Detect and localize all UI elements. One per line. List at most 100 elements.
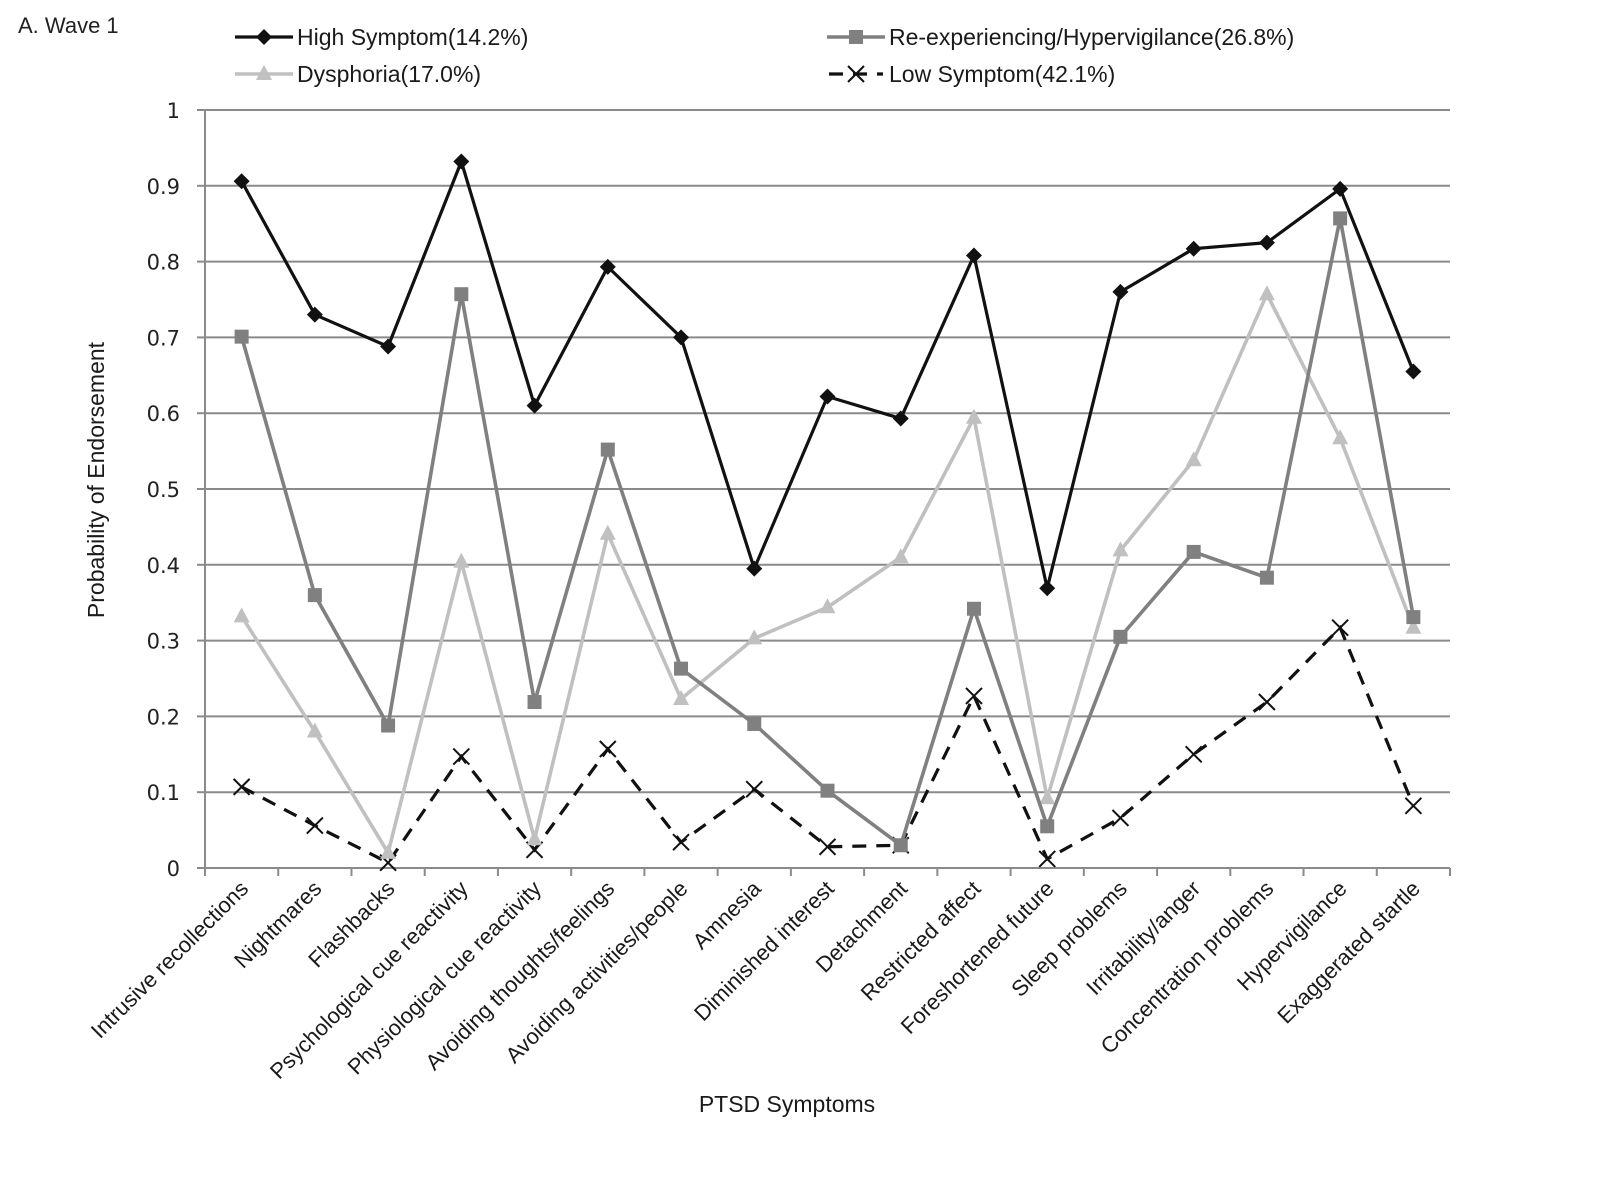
data-point-x-stroke <box>452 747 471 766</box>
data-point-x <box>599 740 617 758</box>
data-point-square <box>527 694 542 709</box>
legend-item: Low Symptom(42.1%) <box>829 61 1115 87</box>
data-point-square <box>747 716 762 731</box>
data-point-square <box>600 442 615 457</box>
series-x <box>232 619 1423 872</box>
data-point-x <box>1038 850 1056 868</box>
data-point-x <box>672 833 690 851</box>
series-square <box>234 211 1421 853</box>
series-line <box>240 289 1416 858</box>
y-axis-title: Probability of Endorsement <box>83 341 109 618</box>
data-point-triangle <box>380 843 397 859</box>
y-tick-label: 0.4 <box>147 554 180 578</box>
data-point-diamond <box>1185 240 1202 257</box>
data-point-triangle <box>1039 789 1056 805</box>
data-point-triangle <box>453 552 470 568</box>
data-point-triangle <box>1258 285 1275 301</box>
x-tick-label: Exaggerated startle <box>1272 876 1425 1029</box>
axes <box>197 109 1451 876</box>
data-point-triangle <box>819 598 836 614</box>
data-point-x <box>1184 745 1203 764</box>
legend: High Symptom(14.2%) Re-experiencing/Hyper… <box>235 24 1294 87</box>
data-point-x-stroke <box>306 816 324 835</box>
data-point-x <box>232 778 251 796</box>
data-point-diamond <box>1112 283 1129 300</box>
data-point-triangle <box>1185 451 1202 467</box>
data-point-square <box>1113 629 1128 644</box>
data-point-square <box>893 838 908 853</box>
data-point-square <box>849 30 863 44</box>
data-point-square <box>1406 610 1421 625</box>
data-point-x-stroke <box>1404 797 1423 815</box>
data-point-diamond <box>306 306 323 323</box>
data-point-x-stroke <box>672 833 690 851</box>
data-point-x-stroke <box>1111 809 1130 827</box>
gridlines <box>205 109 1450 794</box>
legend-label: Low Symptom(42.1%) <box>889 61 1115 87</box>
data-point-triangle <box>965 408 982 424</box>
data-point-triangle <box>1405 618 1422 634</box>
data-point-triangle <box>233 607 250 623</box>
legend-item: High Symptom(14.2%) <box>235 24 528 50</box>
data-point-x-stroke <box>599 740 617 758</box>
y-tick-label: 0 <box>167 857 180 881</box>
y-tick-label: 0.5 <box>147 478 180 502</box>
data-point-square <box>307 588 322 603</box>
data-point-triangle <box>746 629 763 645</box>
series-line <box>240 156 1415 589</box>
data-point-diamond <box>1258 234 1275 251</box>
y-tick-label: 0.2 <box>147 705 180 729</box>
data-point-x <box>965 687 983 705</box>
y-tick-label: 0.3 <box>147 630 180 654</box>
data-point-square <box>820 783 835 798</box>
data-point-x-stroke <box>745 780 763 798</box>
data-point-x <box>847 65 865 83</box>
data-point-x-stroke <box>818 838 837 856</box>
series-line <box>239 218 1416 849</box>
data-point-diamond <box>1405 363 1422 380</box>
data-point-x-stroke <box>1258 693 1276 711</box>
data-point-triangle <box>256 65 272 80</box>
data-point-x-stroke <box>232 778 251 796</box>
legend-item: Re-experiencing/Hypervigilance(26.8%) <box>827 24 1294 50</box>
data-point-triangle <box>673 689 690 705</box>
x-tick-labels: Intrusive recollectionsNightmaresFlashba… <box>86 875 1425 1083</box>
data-point-square <box>674 661 689 676</box>
data-point-square <box>454 287 469 302</box>
data-point-diamond <box>892 410 909 427</box>
series-diamond <box>233 153 1422 597</box>
x-tick-label: Intrusive recollections <box>86 876 253 1043</box>
data-point-diamond <box>965 247 982 264</box>
data-point-triangle <box>1112 541 1129 557</box>
series-group <box>232 153 1423 872</box>
data-point-x <box>1258 693 1276 711</box>
panel-label: A. Wave 1 <box>18 13 119 38</box>
data-point-x-stroke <box>1038 850 1056 868</box>
data-point-x-stroke <box>847 65 865 83</box>
data-point-diamond <box>819 388 836 405</box>
data-point-x <box>745 780 763 798</box>
data-point-x <box>1404 797 1423 815</box>
data-point-x <box>818 838 837 856</box>
data-point-square <box>966 601 981 616</box>
data-point-x <box>1331 619 1349 637</box>
data-point-x <box>1111 809 1130 827</box>
data-point-square <box>1333 211 1348 226</box>
data-point-diamond <box>380 338 397 355</box>
data-point-x <box>452 747 471 766</box>
data-point-square <box>1186 544 1201 559</box>
legend-item: Dysphoria(17.0%) <box>235 61 481 87</box>
data-point-diamond <box>256 29 272 45</box>
data-point-x <box>306 816 324 835</box>
y-tick-label: 1 <box>167 99 180 123</box>
legend-label: Re-experiencing/Hypervigilance(26.8%) <box>889 24 1294 50</box>
data-point-triangle <box>599 524 616 540</box>
data-point-triangle <box>892 548 909 564</box>
data-point-diamond <box>453 153 470 170</box>
x-axis-title: PTSD Symptoms <box>699 1091 875 1117</box>
series-triangle <box>233 285 1422 859</box>
y-tick-label: 0.8 <box>147 251 180 275</box>
legend-label: Dysphoria(17.0%) <box>297 61 481 87</box>
data-point-diamond <box>233 173 250 190</box>
